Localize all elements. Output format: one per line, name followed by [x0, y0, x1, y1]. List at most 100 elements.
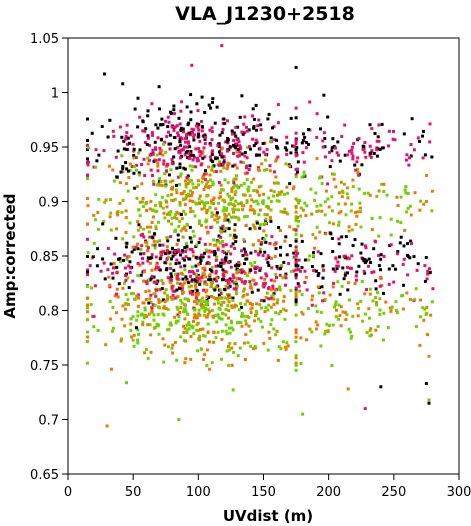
data-point	[315, 210, 319, 213]
data-point	[278, 192, 282, 196]
data-point	[269, 256, 273, 260]
data-point	[255, 153, 259, 157]
data-point	[230, 306, 234, 310]
data-point	[176, 295, 180, 299]
data-point	[157, 298, 161, 302]
data-point	[237, 320, 241, 324]
data-point	[197, 275, 201, 279]
data-point	[373, 239, 377, 243]
data-point	[86, 251, 90, 255]
data-point	[339, 210, 343, 214]
data-point	[263, 310, 267, 314]
data-point	[328, 324, 331, 327]
data-point	[319, 252, 323, 256]
data-point	[219, 261, 223, 265]
data-point	[154, 288, 158, 292]
data-point	[107, 164, 111, 168]
data-point	[243, 193, 247, 197]
data-point	[265, 148, 269, 152]
data-point	[248, 194, 252, 198]
data-point	[253, 345, 257, 348]
data-point	[171, 199, 175, 202]
data-point	[188, 156, 192, 160]
data-point	[294, 354, 298, 358]
data-point	[178, 137, 182, 141]
data-point	[151, 243, 155, 247]
data-point	[115, 227, 118, 231]
data-point	[310, 330, 314, 334]
data-point	[244, 319, 248, 323]
data-point	[213, 250, 217, 253]
data-point	[362, 191, 366, 195]
data-point	[221, 240, 224, 243]
data-point	[340, 284, 344, 288]
data-point	[247, 270, 251, 274]
data-point	[146, 256, 150, 260]
data-point	[190, 194, 194, 198]
data-point	[245, 178, 249, 182]
data-point	[196, 109, 200, 113]
data-point	[319, 344, 323, 348]
data-point	[283, 239, 287, 243]
data-point	[363, 150, 367, 154]
data-point	[221, 249, 225, 253]
data-point	[401, 262, 405, 266]
data-point	[328, 165, 332, 169]
data-point	[368, 144, 372, 148]
data-point	[203, 206, 207, 210]
data-point	[207, 262, 211, 265]
data-point	[132, 149, 136, 153]
data-point	[230, 321, 233, 325]
data-point	[194, 165, 198, 169]
data-point	[322, 268, 326, 272]
data-point	[255, 302, 259, 306]
data-point	[422, 318, 426, 322]
data-point	[227, 316, 230, 320]
data-point	[328, 293, 332, 297]
data-point	[86, 176, 89, 180]
data-point	[297, 258, 301, 262]
data-point	[297, 268, 301, 271]
data-point	[222, 158, 226, 162]
data-point	[212, 196, 216, 200]
data-point	[223, 287, 227, 291]
data-point	[261, 254, 265, 257]
data-point	[239, 160, 243, 164]
data-point	[331, 323, 335, 327]
data-point	[347, 229, 351, 233]
data-point	[185, 145, 189, 149]
data-point	[253, 313, 257, 317]
data-point	[421, 156, 425, 160]
data-point	[358, 206, 362, 210]
data-point	[202, 146, 206, 150]
data-point	[232, 139, 236, 142]
data-point	[184, 309, 188, 313]
data-point	[274, 175, 278, 179]
data-point	[279, 245, 282, 249]
data-point	[109, 262, 113, 266]
data-point	[145, 209, 149, 212]
data-point	[136, 341, 140, 345]
data-point	[123, 274, 127, 278]
data-point	[297, 284, 301, 288]
data-point	[341, 191, 345, 195]
data-point	[240, 249, 243, 253]
data-point	[176, 272, 180, 276]
data-point	[175, 281, 179, 285]
data-point	[204, 169, 207, 173]
data-point	[305, 338, 308, 342]
data-point	[274, 241, 278, 245]
data-point	[246, 187, 250, 191]
data-point	[316, 323, 320, 327]
data-point	[194, 284, 197, 288]
data-point	[248, 280, 252, 284]
data-point	[152, 313, 156, 317]
data-point	[219, 291, 223, 295]
data-point	[181, 127, 185, 131]
data-point	[356, 314, 360, 318]
data-point	[180, 137, 184, 141]
data-point	[377, 234, 381, 238]
data-point	[209, 278, 213, 282]
data-point	[315, 157, 319, 161]
data-point	[140, 163, 144, 166]
